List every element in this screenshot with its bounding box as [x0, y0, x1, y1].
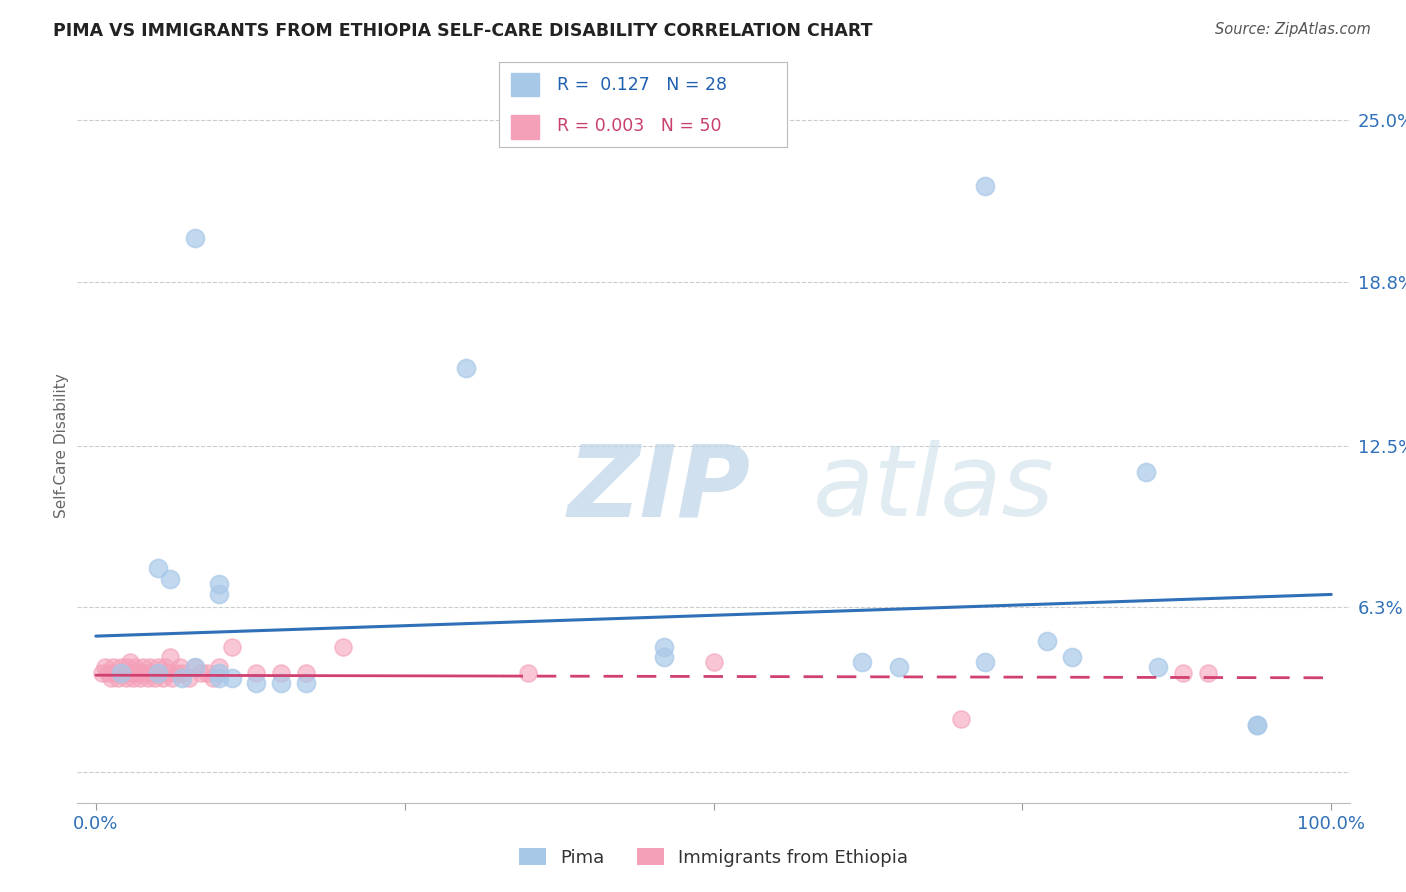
Text: atlas: atlas [813, 441, 1054, 537]
FancyBboxPatch shape [510, 72, 540, 96]
Point [221, 640, 243, 654]
Point [107, 671, 129, 685]
Point [1197, 665, 1219, 680]
Point [1171, 665, 1194, 680]
Point [974, 655, 997, 669]
Point [332, 640, 354, 654]
Text: ZIP: ZIP [567, 441, 751, 537]
Point [183, 230, 205, 244]
Point [208, 665, 231, 680]
Point [172, 665, 194, 680]
Point [91, 665, 114, 680]
Point [146, 660, 169, 674]
Point [270, 676, 292, 690]
Point [652, 640, 675, 654]
Point [887, 660, 910, 674]
Point [652, 649, 675, 664]
Point [122, 671, 145, 685]
Point [114, 671, 136, 685]
Point [134, 665, 156, 680]
FancyBboxPatch shape [510, 115, 540, 139]
Point [1147, 660, 1170, 674]
Point [949, 713, 972, 727]
Point [208, 660, 231, 674]
Point [100, 671, 122, 685]
Point [172, 671, 194, 685]
Point [112, 665, 135, 680]
Point [974, 178, 997, 193]
Point [153, 660, 176, 674]
Point [183, 660, 205, 674]
Point [295, 676, 318, 690]
Point [159, 649, 181, 664]
Point [165, 665, 187, 680]
Point [124, 660, 146, 674]
Point [136, 671, 159, 685]
Point [190, 665, 212, 680]
Point [115, 660, 138, 674]
Point [202, 671, 225, 685]
Point [851, 655, 873, 669]
Point [146, 665, 169, 680]
Point [110, 665, 132, 680]
Point [143, 671, 166, 685]
Point [703, 655, 725, 669]
Point [97, 665, 120, 680]
Point [129, 671, 152, 685]
Legend: Pima, Immigrants from Ethiopia: Pima, Immigrants from Ethiopia [509, 839, 918, 876]
Point [295, 665, 318, 680]
Point [101, 660, 124, 674]
Point [1246, 717, 1268, 731]
Point [146, 561, 169, 575]
Point [120, 655, 142, 669]
Point [1036, 634, 1059, 648]
Point [208, 671, 231, 685]
Point [270, 665, 292, 680]
Point [149, 665, 172, 680]
Point [93, 660, 115, 674]
Point [245, 676, 267, 690]
Point [156, 665, 179, 680]
Point [169, 660, 191, 674]
Point [183, 660, 205, 674]
Point [104, 665, 127, 680]
Point [245, 665, 267, 680]
Point [195, 665, 218, 680]
Point [208, 577, 231, 591]
Point [142, 665, 165, 680]
Text: R =  0.127   N = 28: R = 0.127 N = 28 [557, 77, 727, 95]
Point [132, 660, 155, 674]
Point [162, 671, 184, 685]
Point [1135, 465, 1157, 479]
Point [122, 665, 145, 680]
Point [139, 660, 162, 674]
Point [456, 360, 478, 375]
Text: R = 0.003   N = 50: R = 0.003 N = 50 [557, 117, 721, 135]
Point [110, 660, 132, 674]
Text: PIMA VS IMMIGRANTS FROM ETHIOPIA SELF-CARE DISABILITY CORRELATION CHART: PIMA VS IMMIGRANTS FROM ETHIOPIA SELF-CA… [53, 22, 873, 40]
Point [208, 587, 231, 601]
Point [517, 665, 540, 680]
Point [118, 665, 141, 680]
Point [1060, 649, 1083, 664]
Point [127, 665, 149, 680]
Point [177, 671, 200, 685]
Point [221, 671, 243, 685]
Point [1246, 717, 1268, 731]
Text: Source: ZipAtlas.com: Source: ZipAtlas.com [1215, 22, 1371, 37]
Point [159, 572, 181, 586]
Point [152, 671, 174, 685]
Y-axis label: Self-Care Disability: Self-Care Disability [53, 374, 69, 518]
